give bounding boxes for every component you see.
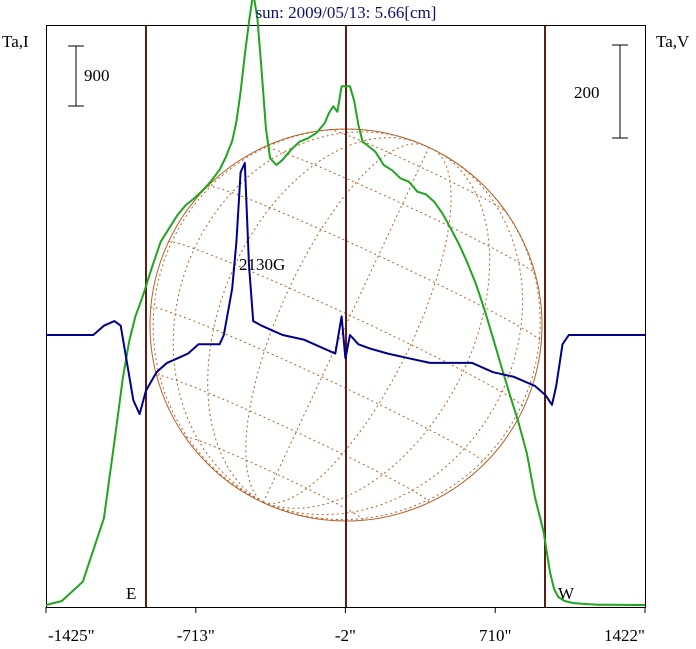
longitude-line — [262, 147, 430, 503]
x-tick-label: -713" — [177, 626, 215, 645]
longitude-line — [263, 152, 491, 509]
series-stokes-v-line — [46, 161, 645, 416]
left-axis-label: Ta,I — [2, 32, 29, 51]
x-tick-label: -2" — [335, 626, 356, 645]
x-tick-label: 710" — [479, 626, 511, 645]
longitude-line — [263, 150, 452, 505]
x-axis-ticks: -1425" -713" -2" 710" 1422" — [45, 607, 646, 645]
longitude-line — [263, 155, 524, 516]
latitude-line — [207, 185, 542, 342]
chart-title: sun: 2009/05/13: 5.66[cm] — [256, 3, 437, 22]
plot-frame — [46, 25, 646, 608]
longitude-line — [172, 131, 413, 503]
longitude-line — [245, 143, 423, 503]
solar-disk-grid — [150, 128, 542, 521]
left-scale-label: 900 — [84, 66, 110, 85]
longitude-line — [152, 128, 371, 503]
right-scale-label: 200 — [574, 83, 600, 102]
east-limb-label: E — [126, 584, 136, 603]
left-scale-bar — [68, 45, 84, 107]
right-scale-bar — [612, 44, 628, 139]
latitude-line — [263, 146, 536, 275]
latitude-line — [150, 306, 486, 464]
longitude-line — [207, 137, 417, 503]
x-tick-label: -1425" — [48, 626, 95, 645]
longitude-line — [263, 180, 541, 521]
west-limb-label: W — [558, 584, 575, 603]
x-tick-label: 1422" — [604, 626, 645, 645]
series-stokes-i-line — [45, 0, 646, 606]
active-region-label: 2130G — [239, 255, 285, 274]
right-axis-label: Ta,V — [656, 32, 690, 51]
